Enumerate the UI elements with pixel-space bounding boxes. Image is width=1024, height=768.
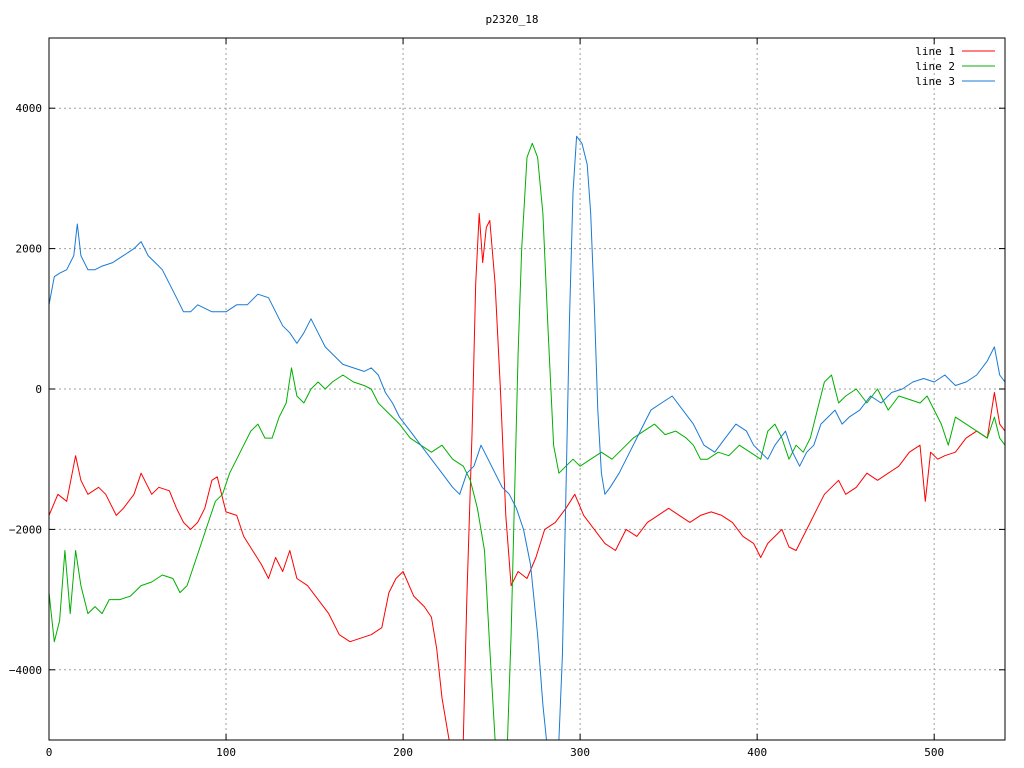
x-tick-label: 400 (747, 746, 767, 759)
y-tick-label: 0 (35, 383, 42, 396)
x-tick-label: 0 (46, 746, 53, 759)
y-tick-label: 4000 (16, 102, 43, 115)
x-tick-label: 500 (924, 746, 944, 759)
legend-label-1: line 1 (915, 45, 955, 58)
x-tick-label: 200 (393, 746, 413, 759)
grid-lines (49, 38, 1005, 740)
y-tick-label: −2000 (9, 523, 42, 536)
chart-title: p2320_18 (486, 13, 539, 26)
series-line-1 (49, 213, 1005, 740)
series-line-3 (49, 135, 1005, 740)
legend-label-2: line 2 (915, 60, 955, 73)
legend: line 1 line 2 line 3 (915, 45, 995, 88)
x-tick-label: 300 (570, 746, 590, 759)
y-tick-label: −4000 (9, 664, 42, 677)
plot-area (49, 135, 1005, 740)
y-tick-label: 2000 (16, 243, 43, 256)
axis-ticks: 0 100 200 300 400 500 −4000 −2000 0 2000 4000 (9, 38, 1005, 759)
legend-label-3: line 3 (915, 75, 955, 88)
series-line-2 (49, 142, 1005, 740)
x-tick-label: 100 (216, 746, 236, 759)
